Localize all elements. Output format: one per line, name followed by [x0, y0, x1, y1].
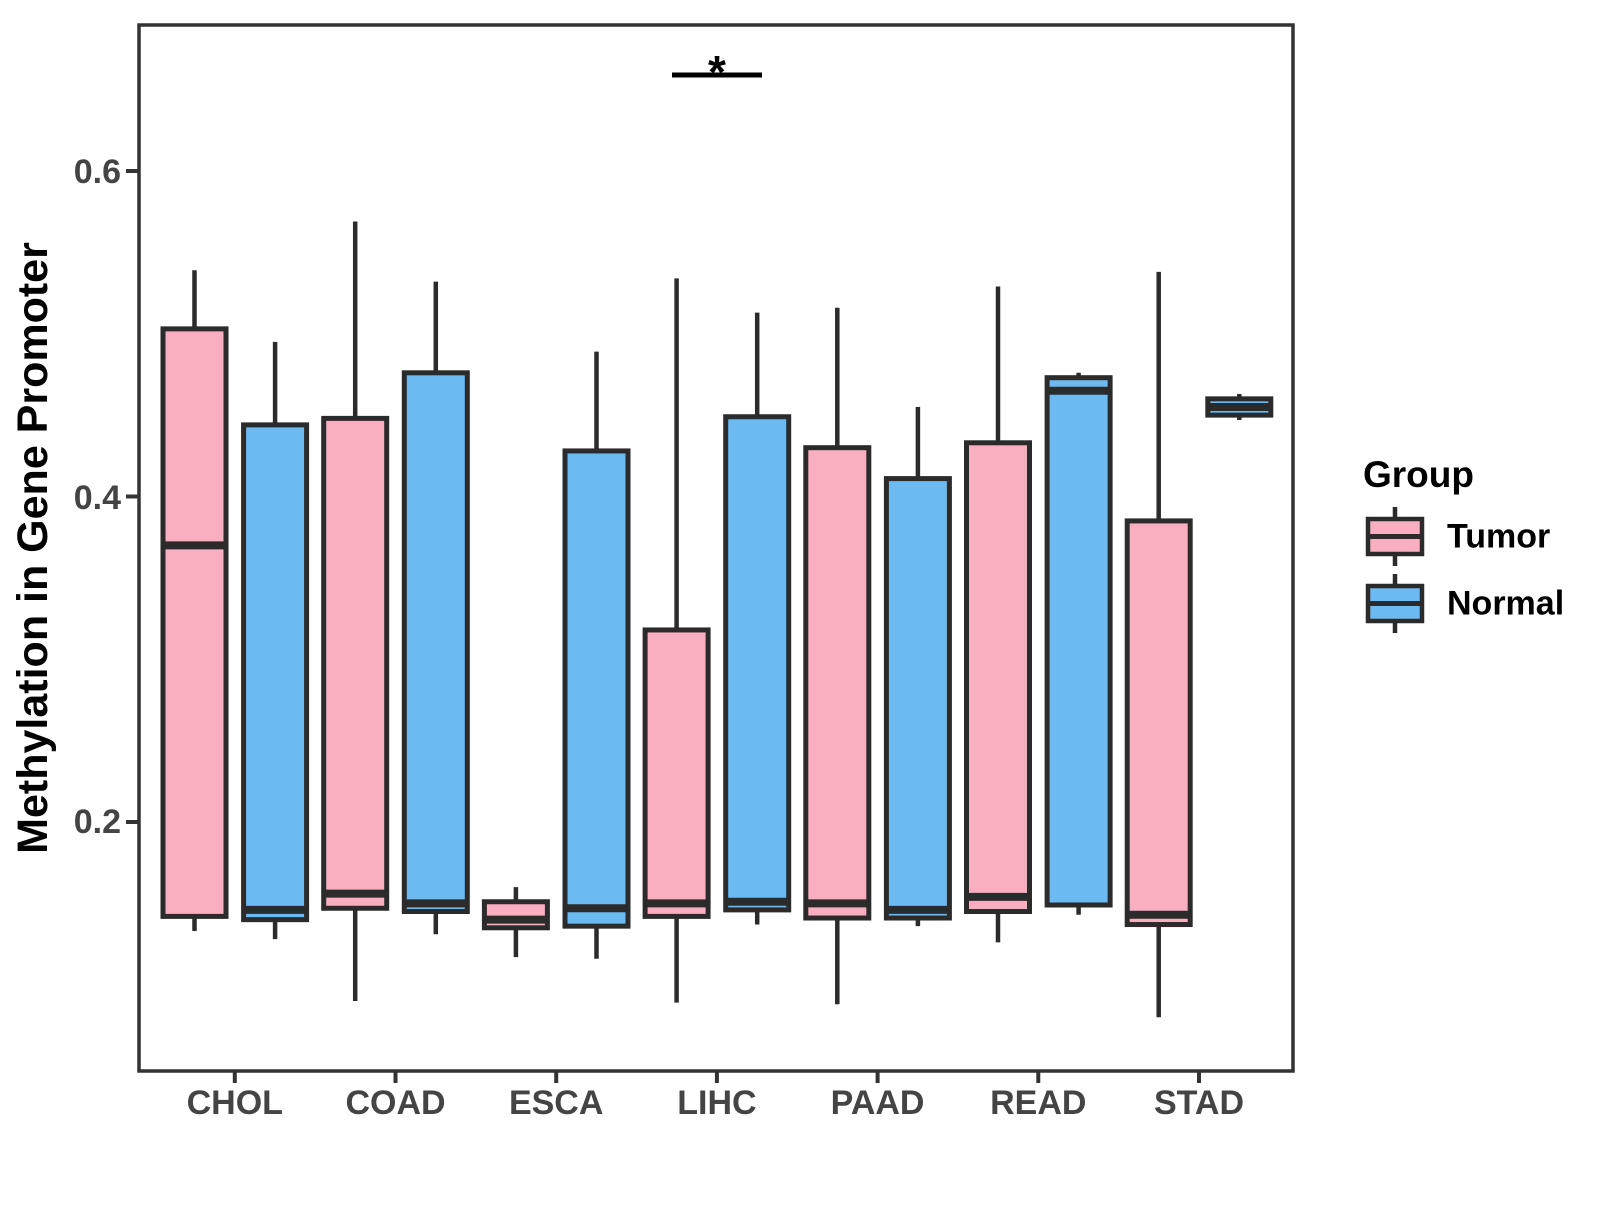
box-normal-chol — [241, 422, 310, 923]
panel-border — [137, 23, 1295, 1073]
x-label-paad: PAAD — [831, 1084, 925, 1122]
box-tumor-stad — [1124, 518, 1193, 928]
box-normal-coad — [401, 370, 470, 915]
x-label-coad: COAD — [345, 1084, 445, 1122]
y-axis-title: Methylation in Gene Promoter — [9, 242, 57, 854]
x-label-stad: STAD — [1154, 1084, 1244, 1122]
y-tick-label-0-2: 0.2 — [74, 803, 121, 841]
y-tick-label-0-6: 0.6 — [74, 153, 121, 191]
legend: Group Tumor Normal — [1363, 454, 1564, 633]
box-normal-esca — [562, 448, 631, 929]
x-label-read: READ — [990, 1084, 1086, 1122]
x-label-esca: ESCA — [509, 1084, 603, 1122]
y-tick-label-0-4: 0.4 — [74, 479, 121, 517]
box-normal-paad — [883, 476, 952, 921]
plot-layer — [126, 169, 1274, 1083]
legend-title: Group — [1363, 454, 1474, 495]
legend-label-normal: Normal — [1447, 585, 1564, 623]
legend-key-tumor-icon — [1365, 507, 1425, 566]
box-normal-lihc — [723, 414, 792, 913]
box-tumor-chol — [160, 326, 229, 919]
box-tumor-paad — [803, 445, 872, 921]
legend-label-tumor: Tumor — [1447, 518, 1550, 556]
box-tumor-lihc — [642, 627, 711, 919]
box-normal-read — [1044, 375, 1113, 908]
box-tumor-coad — [321, 415, 390, 911]
x-label-chol: CHOL — [187, 1084, 283, 1122]
significance-star: * — [708, 46, 726, 98]
box-tumor-read — [964, 440, 1032, 915]
box-tumor-esca — [481, 899, 550, 931]
legend-key-normal-icon — [1365, 574, 1425, 633]
x-label-lihc: LIHC — [677, 1084, 756, 1122]
significance-annotation: * — [672, 46, 762, 98]
